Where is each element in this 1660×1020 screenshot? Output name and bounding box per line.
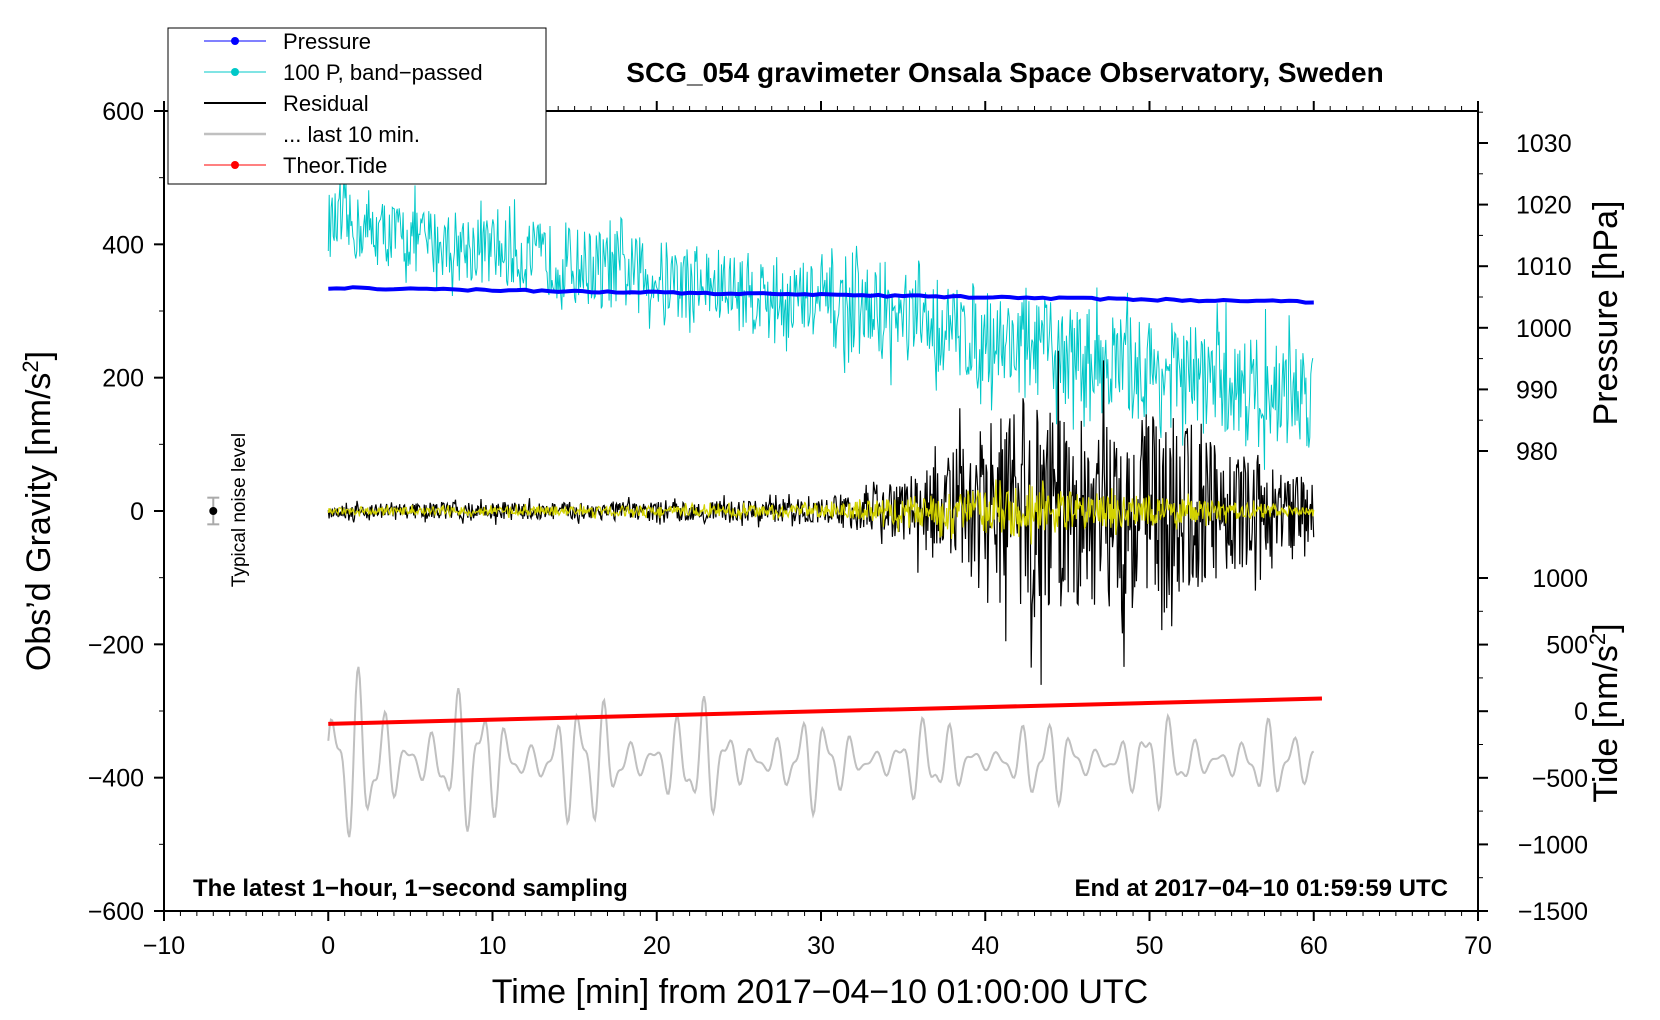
legend-items: Pressure 100 P, band−passed Residual ... la… (204, 29, 483, 178)
pressure-tick-label: 990 (1516, 376, 1558, 404)
series-last-10-min (327, 666, 1315, 838)
y-tick-label: −400 (88, 765, 144, 793)
y-axis-title-left: Obs’d Gravity [nm/s2] (18, 351, 58, 671)
legend-label-theor-tide: Theor.Tide (283, 153, 387, 178)
chart-title: SCG_054 gravimeter Onsala Space Observat… (626, 57, 1383, 88)
tide-tick-label: −1500 (1518, 898, 1588, 926)
legend-label-last-10-min: ... last 10 min. (283, 122, 420, 147)
series-layer (327, 176, 1323, 838)
legend: Pressure 100 P, band−passed Residual ... la… (167, 27, 547, 185)
legend-label-100-p-band-passed: 100 P, band−passed (283, 60, 483, 85)
axes-layer: −10 0 10 20 30 40 50 60 706004002000−200−400−600… (88, 98, 1588, 960)
tide-tick-label: 500 (1546, 632, 1588, 660)
x-tick-label: 30 (807, 932, 835, 960)
x-tick-label: 0 (321, 932, 335, 960)
x-tick-label: 40 (971, 932, 999, 960)
series-band-passed-pressure (327, 176, 1314, 470)
pressure-tick-label: 1000 (1516, 315, 1572, 343)
x-tick-label: 10 (479, 932, 507, 960)
annotation-bottom-left: The latest 1−hour, 1−second sampling (193, 875, 628, 902)
legend-label-pressure: Pressure (283, 29, 371, 54)
legend-marker-pressure (231, 37, 239, 45)
series-residual-band-passed (327, 479, 1315, 545)
y-axis-title-tide: Tide [nm/s2] (1585, 623, 1625, 802)
series-residual (327, 350, 1315, 685)
y-axis-title-pressure: Pressure [hPa] (1587, 201, 1625, 426)
y-tick-label: 600 (102, 98, 144, 126)
legend-marker-theor-tide (231, 161, 239, 169)
x-tick-label: −10 (143, 932, 185, 960)
tide-tick-label: 0 (1574, 698, 1588, 726)
series-pressure (328, 285, 1314, 305)
pressure-tick-label: 1020 (1516, 192, 1572, 220)
legend-marker-100-p-band-passed (231, 68, 239, 76)
legend-box (167, 27, 547, 185)
y-tick-label: 200 (102, 365, 144, 393)
noise-level-indicator (207, 496, 220, 526)
tide-tick-label: −500 (1532, 765, 1588, 793)
pressure-tick-label: 980 (1516, 438, 1558, 466)
tide-tick-label: 1000 (1532, 565, 1588, 593)
legend-label-residual: Residual (283, 91, 369, 116)
annotation-bottom-right: End at 2017−04−10 01:59:59 UTC (1074, 875, 1448, 902)
y-tick-label: 400 (102, 231, 144, 259)
x-tick-label: 20 (643, 932, 671, 960)
series-theor-tide (328, 696, 1323, 726)
y-tick-label: −200 (88, 631, 144, 659)
noise-point (209, 507, 218, 515)
pressure-tick-label: 1030 (1516, 130, 1572, 158)
pressure-tick-label: 1010 (1516, 253, 1572, 281)
x-tick-label: 60 (1300, 932, 1328, 960)
y-tick-label: −600 (88, 898, 144, 926)
x-tick-label: 70 (1464, 932, 1492, 960)
x-axis-title: Time [min] from 2017−04−10 01:00:00 UTC (492, 973, 1148, 1011)
x-tick-label: 50 (1136, 932, 1164, 960)
y-tick-label: 0 (130, 498, 144, 526)
noise-level-label: Typical noise level (229, 433, 250, 587)
tide-tick-label: −1000 (1518, 831, 1588, 859)
